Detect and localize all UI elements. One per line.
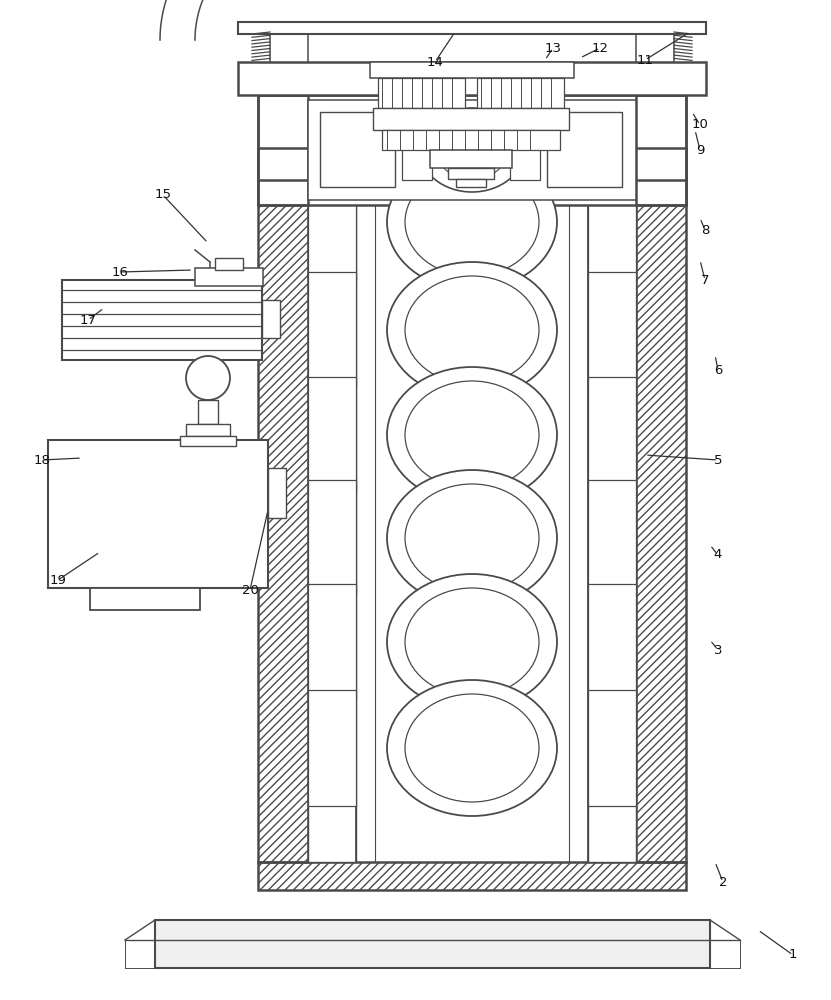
Text: 13: 13 [544, 41, 562, 54]
Ellipse shape [405, 381, 539, 489]
Bar [636, 95, 686, 205]
Ellipse shape [387, 262, 557, 398]
Bar [588, 480, 636, 596]
Bar [430, 150, 512, 168]
Text: 1: 1 [789, 948, 797, 962]
Ellipse shape [387, 470, 557, 606]
Bar [308, 480, 356, 596]
Bar [195, 268, 263, 286]
Bar [308, 272, 356, 388]
Bar [258, 95, 308, 205]
Bar [588, 164, 636, 280]
Ellipse shape [387, 574, 557, 710]
Bar [270, 32, 308, 62]
Bar [90, 588, 200, 610]
Bar [186, 424, 230, 436]
Text: 11: 11 [637, 53, 653, 66]
Text: 12: 12 [592, 41, 608, 54]
Bar [308, 100, 636, 200]
Text: 17: 17 [80, 314, 96, 326]
Bar [308, 584, 356, 700]
Text: 18: 18 [33, 454, 51, 466]
Ellipse shape [405, 168, 539, 276]
Bar [308, 690, 356, 806]
Bar [320, 112, 395, 187]
Text: 5: 5 [714, 454, 722, 466]
Bar [402, 108, 432, 180]
Text: 3: 3 [714, 644, 722, 656]
Bar [370, 62, 574, 78]
Text: 14: 14 [426, 55, 444, 68]
Bar [448, 168, 494, 179]
Circle shape [186, 356, 230, 400]
Bar [180, 436, 236, 446]
Bar [308, 148, 356, 862]
Text: 4: 4 [714, 548, 722, 562]
Bar [588, 584, 636, 700]
Bar [48, 440, 268, 588]
Ellipse shape [387, 154, 557, 290]
Bar [262, 300, 280, 338]
Ellipse shape [405, 484, 539, 592]
Ellipse shape [420, 108, 524, 192]
Text: 15: 15 [155, 188, 171, 202]
Bar [258, 148, 686, 180]
Bar [636, 148, 686, 862]
Bar [588, 690, 636, 806]
Text: 16: 16 [111, 265, 129, 278]
Bar [155, 920, 710, 968]
Bar [356, 148, 588, 862]
Bar [588, 377, 636, 493]
Bar [258, 862, 686, 890]
Bar [373, 108, 569, 130]
Bar [378, 78, 465, 108]
Text: 19: 19 [50, 574, 66, 586]
Bar [258, 95, 686, 205]
Bar [308, 164, 356, 280]
Bar [477, 78, 564, 108]
Bar [636, 148, 686, 862]
Bar [636, 95, 686, 205]
Text: 6: 6 [714, 363, 722, 376]
Bar [258, 95, 308, 205]
Text: 8: 8 [701, 224, 709, 236]
Bar [456, 179, 486, 187]
Ellipse shape [405, 694, 539, 802]
Bar [215, 258, 243, 270]
Ellipse shape [436, 121, 508, 179]
Ellipse shape [405, 588, 539, 696]
Bar [238, 22, 706, 34]
Bar [588, 148, 636, 862]
Ellipse shape [387, 680, 557, 816]
Ellipse shape [405, 276, 539, 384]
Bar [238, 62, 706, 95]
Bar [547, 112, 622, 187]
Bar [198, 400, 218, 424]
Bar [258, 862, 686, 890]
Bar [258, 148, 308, 862]
Text: 10: 10 [691, 118, 709, 131]
Bar [308, 377, 356, 493]
Bar [62, 280, 262, 360]
Bar [588, 272, 636, 388]
Text: 2: 2 [719, 876, 727, 888]
Ellipse shape [387, 367, 557, 503]
Bar [382, 130, 560, 150]
Bar [268, 468, 286, 518]
Bar [510, 108, 540, 180]
Bar [636, 32, 674, 62]
Text: 7: 7 [701, 273, 709, 286]
Text: 20: 20 [242, 584, 258, 596]
Text: 9: 9 [696, 143, 704, 156]
Bar [258, 148, 308, 862]
